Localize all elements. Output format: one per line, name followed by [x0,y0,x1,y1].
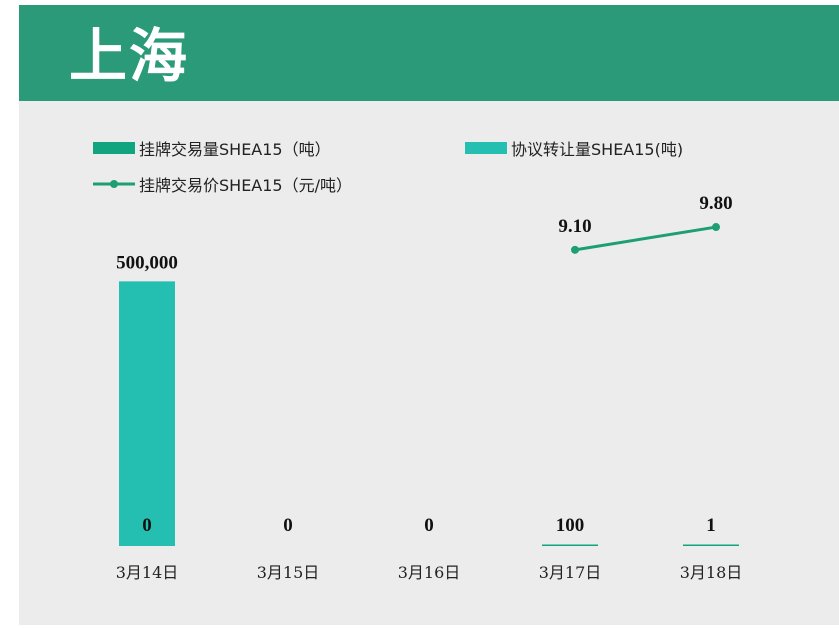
x-axis-tick-label: 3月15日 [257,563,320,582]
legend-item-agreement-volume: 协议转让量SHEA15(吨) [465,137,683,159]
legend-line-marker-icon [93,180,135,188]
listed-price-data-label: 9.10 [558,216,591,237]
legend-item-listed-price: 挂牌交易价SHEA15（元/吨） [93,173,352,195]
x-axis-tick-label: 3月17日 [539,563,602,582]
listed-volume-data-label: 0 [283,515,293,536]
listed-price-line [574,225,717,252]
x-axis-tick-label: 3月18日 [680,563,743,582]
listed-volume-bar [683,544,739,546]
x-axis-tick-label: 3月16日 [398,563,461,582]
listed-price-data-label: 9.80 [699,193,732,214]
page-title: 上海 [69,22,190,90]
legend-label-agreement-volume: 协议转让量SHEA15(吨) [511,140,684,159]
listed-volume-bar [542,544,598,546]
header-bar: 上海 [19,5,839,101]
legend-swatch-listed-volume [93,142,135,154]
agreement-volume-bar [119,281,175,546]
agreement-volume-data-label: 500,000 [116,252,178,273]
listed-price-point [571,245,579,254]
legend-label-listed-volume: 挂牌交易量SHEA15（吨） [139,140,331,159]
listed-volume-data-label: 100 [556,515,585,536]
listed-volume-data-label: 0 [142,515,152,536]
legend-item-listed-volume: 挂牌交易量SHEA15（吨） [93,137,331,159]
legend-label-listed-price: 挂牌交易价SHEA15（元/吨） [139,176,352,195]
x-axis-tick-label: 3月14日 [116,563,179,582]
listed-volume-data-label: 0 [424,515,434,536]
listed-volume-data-label: 1 [706,515,716,536]
listed-price-point [712,223,720,232]
legend-swatch-agreement-volume [465,142,507,154]
